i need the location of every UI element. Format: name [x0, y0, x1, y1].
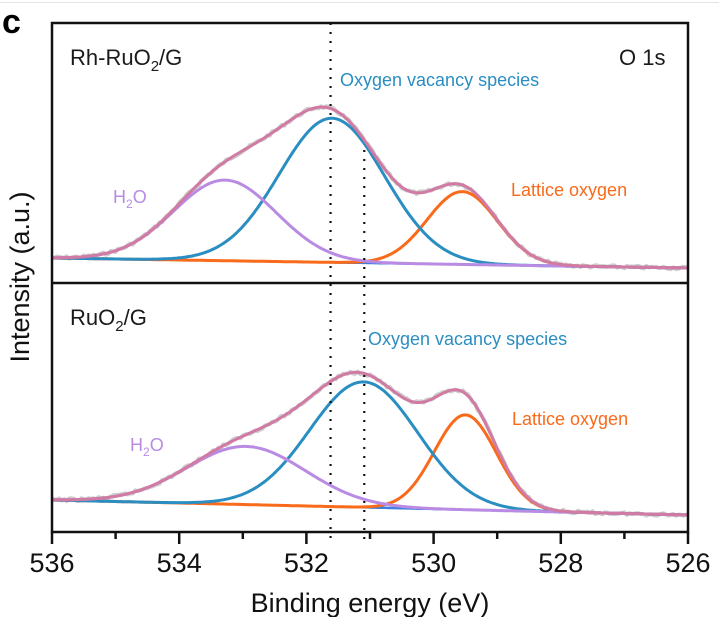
annotation-h2o-bottom: H2O	[130, 435, 164, 459]
x-tick-label: 526	[665, 548, 710, 578]
curves-layer	[51, 104, 689, 518]
x-axis-title: Binding energy (eV)	[251, 588, 490, 617]
annotation-oxygen-vacancy-top: Oxygen vacancy species	[340, 70, 539, 90]
sample-label-top: Rh-RuO2/G	[70, 45, 182, 75]
lattice-oxygen-peak-line	[52, 190, 688, 270]
x-axis-ticks: 536 534 532 530 528 526	[29, 532, 711, 578]
x-tick-label: 532	[284, 548, 329, 578]
sample-label-bottom: RuO2/G	[70, 305, 147, 335]
fit-envelope-line	[52, 370, 689, 517]
panel-top-curves	[51, 104, 689, 272]
top-border-line	[0, 2, 719, 3]
raw-data-line	[51, 369, 689, 518]
x-tick-label: 536	[29, 548, 74, 578]
region-label: O 1s	[619, 45, 665, 70]
annotation-oxygen-vacancy-bottom: Oxygen vacancy species	[368, 329, 567, 349]
fit-envelope-line	[52, 105, 688, 270]
y-axis-title: Intensity (a.u.)	[5, 191, 35, 362]
x-tick-label: 534	[157, 548, 202, 578]
panel-bottom-curves	[51, 369, 689, 518]
annotation-lattice-oxygen-bottom: Lattice oxygen	[512, 409, 628, 429]
annotation-h2o-top: H2O	[113, 187, 147, 211]
panel-letter: c	[2, 3, 21, 41]
annotation-lattice-oxygen-top: Lattice oxygen	[511, 180, 627, 200]
x-tick-label: 528	[538, 548, 583, 578]
x-tick-label: 530	[411, 548, 456, 578]
